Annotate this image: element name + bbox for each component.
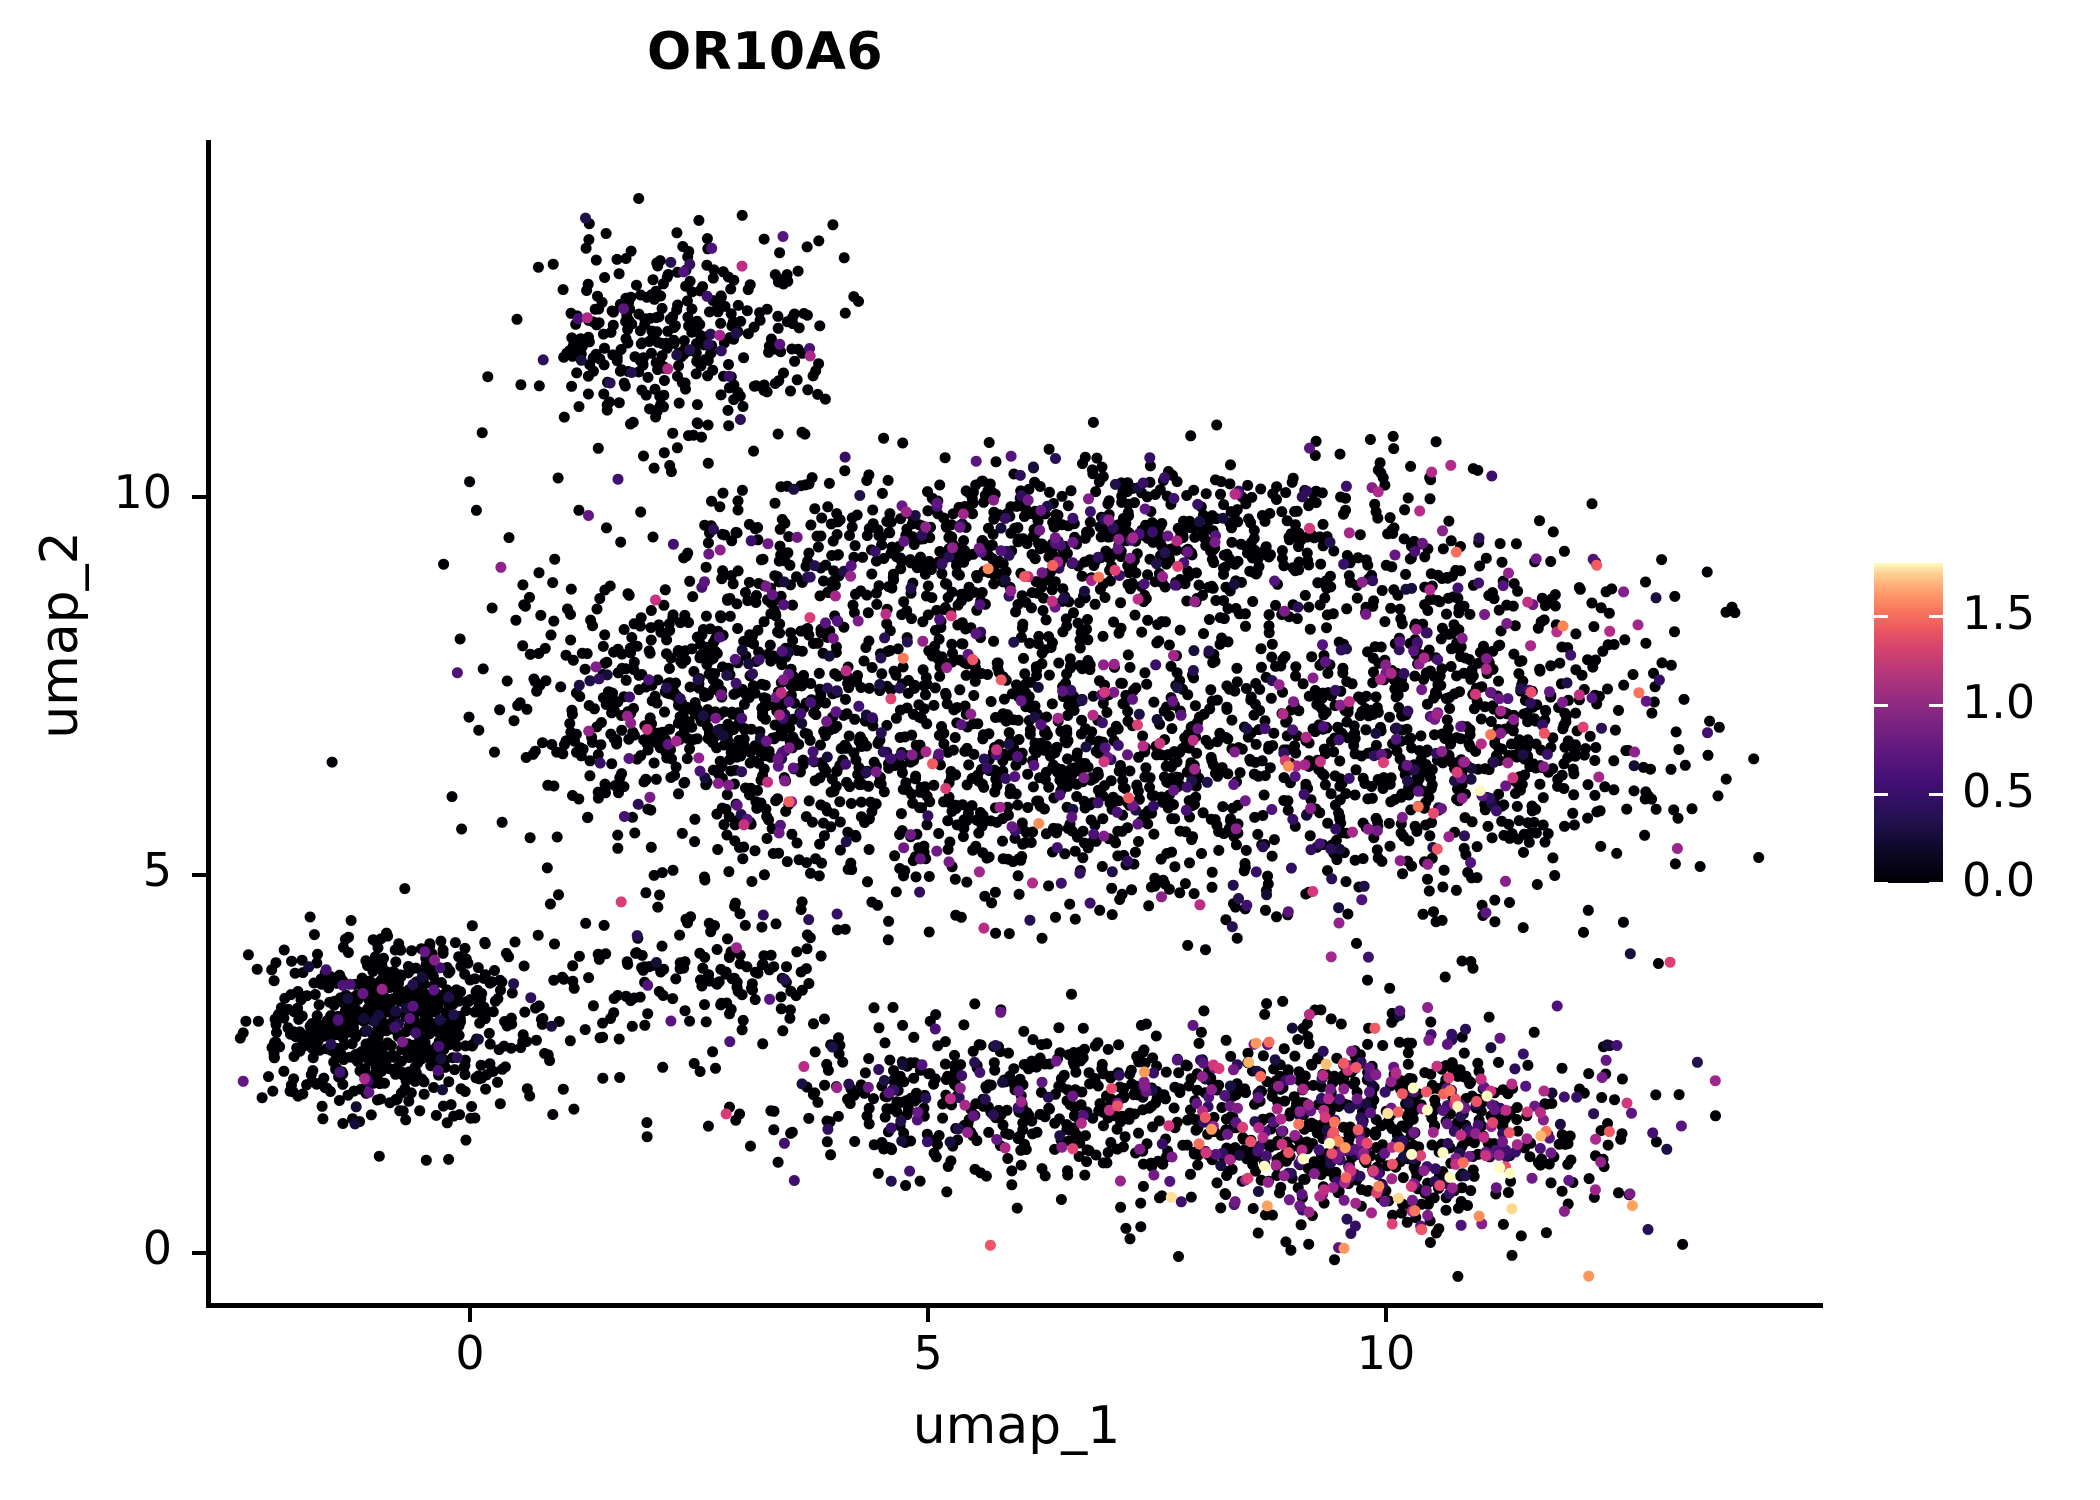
x-tick-mark	[468, 1308, 472, 1322]
y-axis-spine	[206, 140, 211, 1308]
x-tick-mark	[926, 1308, 930, 1322]
x-axis-label: umap_1	[912, 1396, 1121, 1456]
colorbar-tick-label: 1.0	[1962, 675, 2036, 730]
x-tick-mark	[1384, 1308, 1388, 1322]
y-tick-mark	[192, 1251, 206, 1255]
colorbar-tick-mark	[1929, 704, 1943, 708]
colorbar-tick-label: 0.5	[1962, 764, 2036, 819]
y-tick-label: 5	[142, 843, 172, 897]
page-title: OR10A6	[646, 22, 884, 82]
x-tick-label: 0	[455, 1326, 485, 1380]
colorbar-tick-mark	[1874, 615, 1888, 619]
x-tick-label: 5	[913, 1326, 943, 1380]
colorbar-tick-mark	[1929, 615, 1943, 619]
y-tick-mark	[192, 873, 206, 877]
colorbar-tick-label: 0.0	[1962, 853, 2036, 907]
colorbar-tick-label: 1.5	[1962, 586, 2036, 641]
x-tick-label: 10	[1356, 1326, 1416, 1380]
colorbar-tick-mark	[1874, 882, 1888, 885]
y-tick-mark	[192, 495, 206, 499]
x-axis-spine	[206, 1303, 1823, 1308]
colorbar-gradient	[1874, 563, 1943, 883]
y-tick-label: 10	[113, 465, 172, 519]
y-tick-label: 0	[142, 1221, 172, 1275]
colorbar-tick-mark	[1874, 793, 1888, 797]
y-axis-label: umap_2	[30, 531, 90, 739]
colorbar-tick-mark	[1929, 793, 1943, 797]
colorbar-tick-mark	[1929, 882, 1943, 885]
colorbar-tick-mark	[1874, 704, 1888, 708]
